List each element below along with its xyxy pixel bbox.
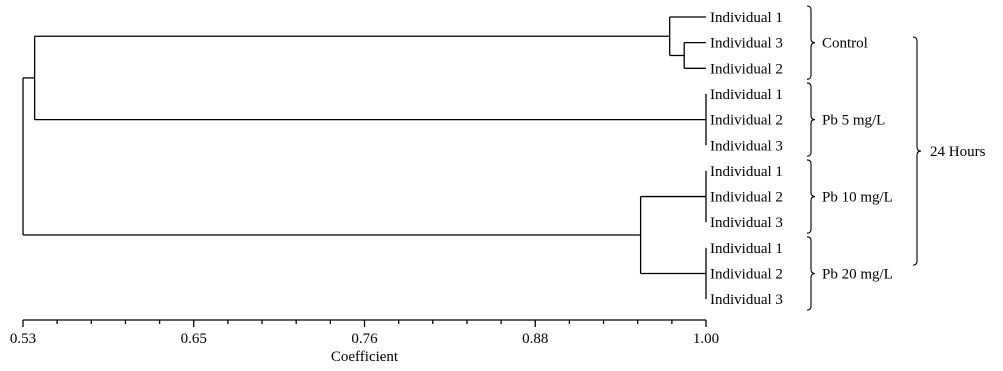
group-brace: [806, 5, 816, 80]
leaf-label: Individual 3: [710, 36, 783, 52]
leaf-label: Individual 1: [710, 10, 783, 26]
leaf-label: Individual 2: [710, 113, 783, 129]
group-brace: [806, 82, 816, 157]
leaf-label: Individual 3: [710, 138, 783, 154]
axis-title: Coefficient: [331, 349, 399, 365]
group-label: Pb 5 mg/L: [822, 113, 885, 129]
outer-brace: [912, 36, 922, 266]
leaf-labels: Individual 1 Individual 3 Individual 2 Indi…: [710, 10, 783, 308]
leaf-label: Individual 3: [710, 215, 783, 231]
tick-label: 0.88: [522, 331, 548, 347]
group-brace: [806, 159, 816, 234]
axis-ticks: 0.53 0.65 0.76 0.88 1.00: [10, 320, 719, 347]
leaf-label: Individual 2: [710, 190, 783, 206]
group-brace: [806, 236, 816, 311]
group-label: Pb 20 mg/L: [822, 267, 893, 283]
tick-label: 1.00: [693, 331, 719, 347]
leaf-label: Individual 3: [710, 292, 783, 308]
tick-label: 0.76: [351, 331, 378, 347]
group-label: Pb 10 mg/L: [822, 190, 893, 206]
group-label: Control: [822, 36, 868, 52]
group-braces: Control Pb 5 mg/L Pb 10 mg/L Pb 20 mg/L 24 H…: [806, 5, 986, 311]
leaf-label: Individual 1: [710, 87, 783, 103]
outer-group-label: 24 Hours: [930, 144, 986, 160]
tick-label: 0.65: [181, 331, 207, 347]
tick-label: 0.53: [10, 331, 36, 347]
leaf-label: Individual 2: [710, 267, 783, 283]
leaf-label: Individual 2: [710, 61, 783, 77]
leaf-label: Individual 1: [710, 241, 783, 257]
dendrogram-tree: [22, 16, 707, 300]
coefficient-axis: 0.53 0.65 0.76 0.88 1.00 Coefficient: [10, 319, 719, 365]
leaf-label: Individual 1: [710, 164, 783, 180]
